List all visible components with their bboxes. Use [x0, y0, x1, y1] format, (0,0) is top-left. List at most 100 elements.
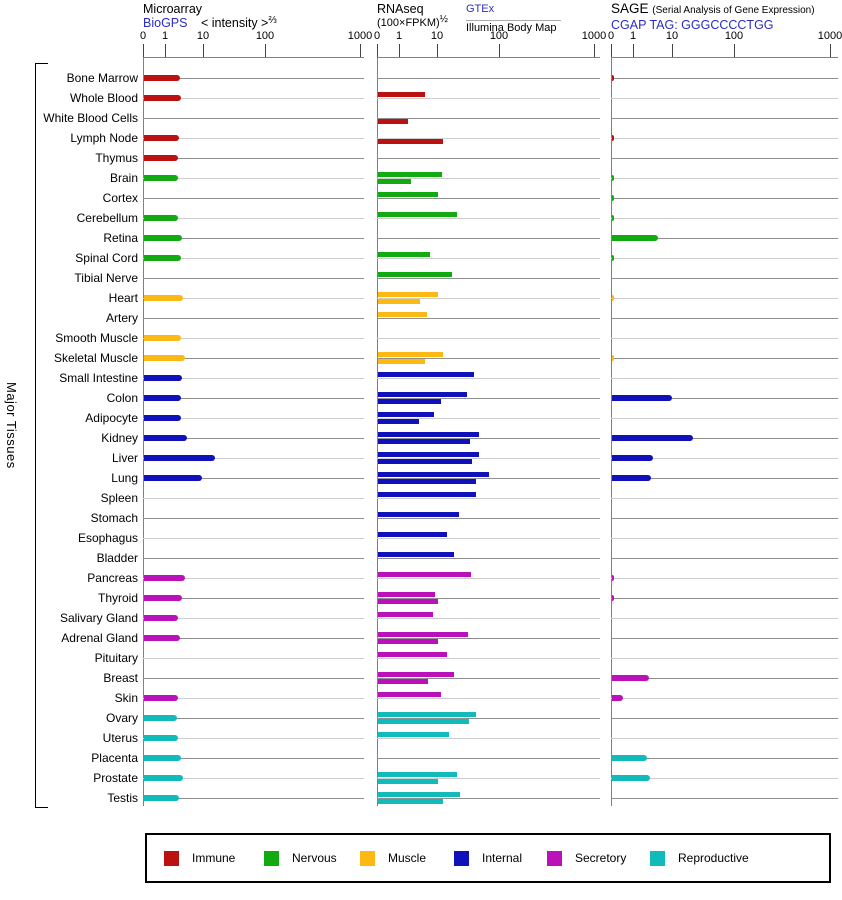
- expression-bar: [378, 372, 474, 377]
- row-line: [611, 598, 838, 599]
- expression-bar: [378, 732, 449, 737]
- row-line: [143, 98, 364, 99]
- row-line: [611, 138, 838, 139]
- expression-bar: [144, 735, 178, 741]
- expression-bar: [144, 75, 180, 81]
- row-line: [143, 458, 364, 459]
- expression-bar: [378, 712, 476, 717]
- row-line: [377, 618, 600, 619]
- row-line: [143, 138, 364, 139]
- expression-bar: [378, 352, 443, 357]
- row-line: [143, 718, 364, 719]
- gtex-link[interactable]: GTEx: [466, 3, 495, 15]
- cgap-tag-link[interactable]: CGAP TAG: GGGCCCCTGG: [611, 18, 774, 32]
- expression-bar: [378, 119, 408, 124]
- expression-bar: [612, 435, 693, 441]
- axis-tick: [499, 44, 500, 57]
- row-line: [143, 478, 364, 479]
- expression-bar: [378, 172, 442, 177]
- row-line: [611, 78, 838, 79]
- axis-tick: [594, 44, 595, 57]
- row-line: [611, 478, 838, 479]
- row-line: [611, 258, 838, 259]
- axis-tick-label: 10: [665, 30, 679, 42]
- tissue-label: Small Intestine: [59, 371, 138, 385]
- legend-item-nervous: Nervous: [264, 835, 337, 881]
- legend-label: Secretory: [575, 851, 627, 865]
- expression-bar: [378, 92, 425, 97]
- row-line: [377, 418, 600, 419]
- row-line: [143, 358, 364, 359]
- tissue-label: Brain: [109, 171, 138, 185]
- row-line: [377, 578, 600, 579]
- biogps-link[interactable]: BioGPS: [143, 16, 188, 30]
- axis-tick: [830, 44, 831, 57]
- muscle-swatch: [360, 850, 375, 866]
- row-line: [611, 378, 838, 379]
- tissue-label: Testis: [107, 791, 138, 805]
- row-line: [611, 118, 838, 119]
- axis-tick: [611, 44, 612, 57]
- axis-tick: [399, 44, 400, 57]
- panel-top-border: [611, 57, 838, 58]
- axis-tick: [672, 44, 673, 57]
- expression-bar: [378, 572, 471, 577]
- microarray-scale-exponent: ⅔: [268, 15, 277, 26]
- expression-bar: [144, 95, 181, 101]
- microarray-header: Microarray BioGPS < intensity >⅔: [143, 2, 277, 32]
- row-line: [611, 298, 838, 299]
- illumina-body-map-label: Illumina Body Map: [466, 22, 557, 34]
- row-line: [143, 158, 364, 159]
- expression-bar: [144, 755, 181, 761]
- expression-bar: [612, 675, 649, 681]
- row-line: [143, 618, 364, 619]
- axis-tick: [203, 44, 204, 57]
- row-line: [377, 238, 600, 239]
- expression-bar: [378, 719, 469, 724]
- panel-axis-line: [377, 57, 378, 806]
- tissue-label: Colon: [106, 391, 138, 405]
- expression-bar: [378, 392, 467, 397]
- expression-bar: [378, 212, 457, 217]
- row-line: [377, 298, 600, 299]
- axis-tick-label: 1000: [581, 30, 607, 42]
- expression-bar: [144, 335, 181, 341]
- tissue-label: Placenta: [91, 751, 138, 765]
- row-line: [143, 178, 364, 179]
- row-line: [611, 678, 838, 679]
- axis-tick-label: 10: [196, 30, 210, 42]
- expression-bar: [378, 479, 476, 484]
- expression-bar: [378, 412, 434, 417]
- expression-bar: [378, 532, 447, 537]
- tissue-label: Adrenal Gland: [61, 631, 138, 645]
- tissue-label: Pancreas: [87, 571, 138, 585]
- expression-bar: [612, 135, 614, 141]
- expression-bar: [144, 635, 180, 641]
- row-line: [143, 198, 364, 199]
- expression-bar: [612, 395, 672, 401]
- expression-bar: [612, 595, 614, 601]
- tissue-bracket: [35, 63, 48, 808]
- expression-bar: [378, 592, 435, 597]
- axis-tick-label: 1: [161, 30, 169, 42]
- axis-tick: [265, 44, 266, 57]
- row-line: [377, 78, 600, 79]
- expression-bar: [144, 395, 181, 401]
- row-line: [611, 318, 838, 319]
- axis-tick: [377, 44, 378, 57]
- row-line: [143, 298, 364, 299]
- row-line: [611, 418, 838, 419]
- panel-top-border: [377, 57, 600, 58]
- expression-bar: [144, 435, 187, 441]
- expression-bar: [378, 492, 476, 497]
- expression-bar: [144, 215, 178, 221]
- nervous-swatch: [264, 850, 279, 866]
- legend-label: Internal: [482, 851, 523, 865]
- legend-item-immune: Immune: [164, 835, 235, 881]
- expression-bar: [378, 419, 419, 424]
- tissue-label: Cortex: [102, 191, 138, 205]
- tissue-label: Tibial Nerve: [74, 271, 138, 285]
- row-line: [611, 358, 838, 359]
- row-line: [143, 218, 364, 219]
- row-line: [377, 378, 600, 379]
